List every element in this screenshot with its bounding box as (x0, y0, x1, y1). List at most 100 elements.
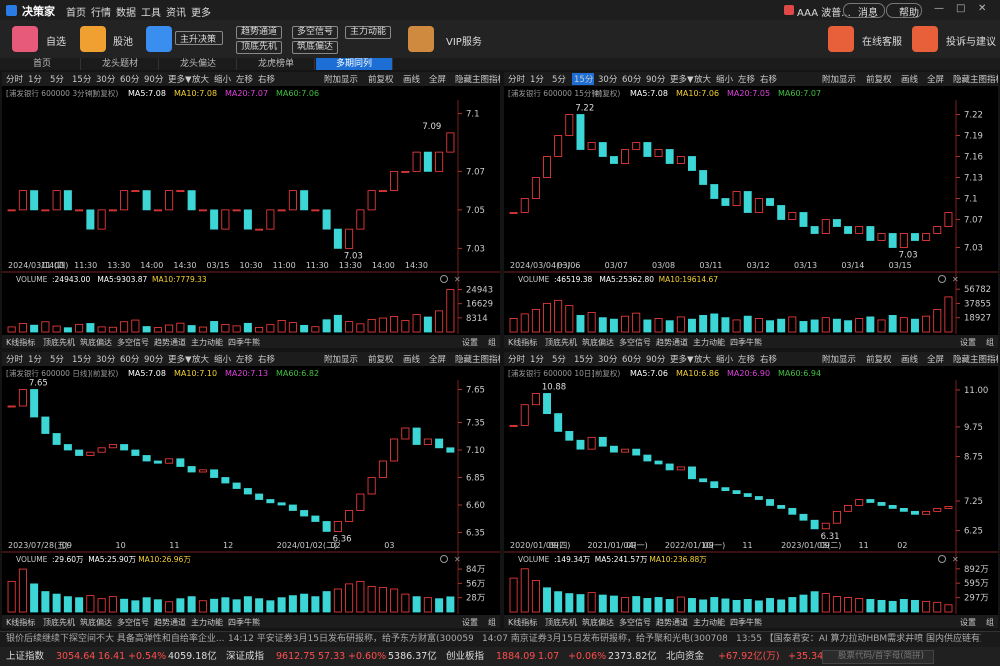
period-button[interactable]: 60分 (120, 75, 140, 85)
period-button[interactable]: 左移 (236, 354, 254, 365)
period-button[interactable]: 分时 (508, 74, 526, 85)
indicator-tab[interactable]: 多空信号 (619, 337, 651, 347)
indicator-tab[interactable]: 多空信号 (117, 337, 149, 347)
period-button[interactable]: 更多▼ (168, 74, 192, 85)
menu-item[interactable]: 资讯 (166, 8, 186, 19)
tool-button[interactable]: 画线 (403, 354, 421, 365)
menu-item[interactable]: 更多 (191, 8, 211, 19)
period-button[interactable]: 30分 (96, 75, 116, 85)
period-button[interactable]: 1分 (28, 75, 42, 85)
indicator-tab[interactable]: 四季牛熊 (228, 617, 260, 627)
settings-button[interactable]: 设置 (960, 617, 976, 627)
period-button[interactable]: 放大 (694, 74, 712, 85)
menu-item[interactable]: 数据 (116, 8, 136, 19)
signal-tag[interactable]: 多空信号 (292, 26, 339, 39)
vip-service[interactable]: VIP服务 (446, 37, 482, 48)
period-button[interactable]: 更多▼ (670, 354, 694, 365)
period-button[interactable]: 缩小 (214, 74, 232, 85)
period-button[interactable]: 5分 (50, 355, 64, 365)
tool-button[interactable]: 前复权 (368, 74, 394, 85)
indicator-tab[interactable]: K线指标 (6, 617, 35, 627)
tool-button[interactable]: 画线 (901, 354, 919, 365)
period-button[interactable]: 左移 (738, 74, 756, 85)
period-button[interactable]: 5分 (552, 355, 566, 365)
period-button[interactable]: 左移 (738, 354, 756, 365)
tool-button[interactable]: 隐藏主图指标 (455, 74, 500, 85)
tool-button[interactable]: 前复权 (866, 74, 892, 85)
signal-tag[interactable]: 趋势通道 (236, 26, 283, 39)
help[interactable]: 帮助 (899, 8, 919, 19)
search-box[interactable] (822, 650, 934, 664)
window-button[interactable]: ✕ (978, 3, 987, 14)
tool-button[interactable]: 附加显示 (324, 74, 358, 85)
close-icon[interactable]: ✕ (952, 275, 959, 284)
period-button[interactable]: 缩小 (716, 74, 734, 85)
indicator-tab[interactable]: K线指标 (508, 617, 537, 627)
tool-button[interactable]: 全屏 (429, 354, 447, 365)
watchlist-icon[interactable] (12, 26, 38, 52)
period-button[interactable]: 分时 (6, 74, 24, 85)
tool-button[interactable]: 前复权 (368, 354, 394, 365)
indicator-tab[interactable]: 顶底先机 (43, 617, 75, 627)
feedback-icon[interactable] (912, 26, 938, 52)
group-button[interactable]: 组 (986, 337, 994, 347)
message-pill[interactable] (843, 3, 885, 18)
period-button[interactable]: 更多▼ (168, 354, 192, 365)
tab[interactable]: 龙虎榜单 (238, 58, 315, 70)
tool-button[interactable]: 隐藏主图指标 (455, 354, 500, 365)
indicator-tab[interactable]: 主力动能 (693, 617, 725, 627)
indicator-tab[interactable]: K线指标 (508, 337, 537, 347)
period-button[interactable]: 1分 (530, 75, 544, 85)
signal-tag[interactable]: 筑底偏达 (292, 41, 339, 54)
tab[interactable]: 龙头偏达 (160, 58, 237, 70)
vip-icon[interactable] (408, 26, 434, 52)
period-button[interactable]: 15分 (574, 75, 594, 85)
tool-button[interactable]: 隐藏主图指标 (953, 74, 998, 85)
period-button[interactable]: 右移 (760, 354, 778, 365)
tool-button[interactable]: 隐藏主图指标 (953, 354, 998, 365)
news-item[interactable]: 14:12 平安证券3月15日发布研报称，给予东方财富(300059.S... (228, 634, 473, 644)
toolbar-button[interactable]: 自选 (46, 37, 66, 48)
news-item[interactable]: 14:07 南京证券3月15日发布研报称，给予聚和光电(300708.S... (482, 634, 727, 644)
period-button[interactable]: 90分 (646, 355, 666, 365)
search-placeholder[interactable]: 股票代码/首字母(简拼) (838, 651, 924, 661)
indicator-tab[interactable]: 趋势通道 (656, 337, 688, 347)
settings-button[interactable]: 设置 (960, 337, 976, 347)
indicator-tab[interactable]: 主力动能 (191, 617, 223, 627)
period-button[interactable]: 缩小 (214, 354, 232, 365)
period-button[interactable]: 更多▼ (670, 74, 694, 85)
indicator-tab[interactable]: 趋势通道 (656, 617, 688, 627)
toolbar-button[interactable]: 股池 (113, 37, 133, 48)
period-button[interactable]: 1分 (28, 355, 42, 365)
close-icon[interactable]: ✕ (454, 275, 461, 284)
indicator-tab[interactable]: 顶底先机 (43, 337, 75, 347)
indicator-tab[interactable]: 主力动能 (693, 337, 725, 347)
indicator-tab[interactable]: 主力动能 (191, 337, 223, 347)
news-item[interactable]: 13:55 【国泰君安：AI 算力拉动HBM需求井喷 国内供应链有望受益... (736, 634, 981, 644)
period-button[interactable]: 右移 (258, 74, 276, 85)
period-button[interactable]: 右移 (258, 354, 276, 365)
group-button[interactable]: 组 (488, 617, 496, 627)
tab[interactable]: 龙头题材 (82, 58, 159, 70)
indicator-tab[interactable]: 顶底先机 (545, 617, 577, 627)
period-button[interactable]: 90分 (144, 75, 164, 85)
signal-tag[interactable]: 主力动能 (345, 26, 392, 39)
window-button[interactable]: — (934, 3, 944, 14)
indicator-tab[interactable]: 趋势通道 (154, 337, 186, 347)
menu-item[interactable]: 工具 (141, 8, 161, 19)
indicator-tab[interactable]: 筑底偏达 (80, 617, 112, 627)
main-decision[interactable]: 主升决策 (180, 35, 217, 45)
period-button[interactable]: 放大 (192, 74, 210, 85)
close-icon[interactable]: ✕ (952, 555, 959, 564)
settings-icon[interactable] (938, 275, 946, 283)
message[interactable]: 消息 (858, 8, 878, 19)
close-icon[interactable]: ✕ (454, 555, 461, 564)
window-button[interactable]: □ (956, 3, 966, 14)
settings-button[interactable]: 设置 (462, 337, 478, 347)
tool-button[interactable]: 附加显示 (822, 354, 856, 365)
help-pill[interactable] (886, 3, 922, 18)
settings-icon[interactable] (938, 555, 946, 563)
user-name[interactable]: AAA 波普... (797, 8, 851, 19)
signal-tag[interactable]: 顶底先机 (236, 41, 283, 54)
tool-button[interactable]: 全屏 (927, 74, 945, 85)
